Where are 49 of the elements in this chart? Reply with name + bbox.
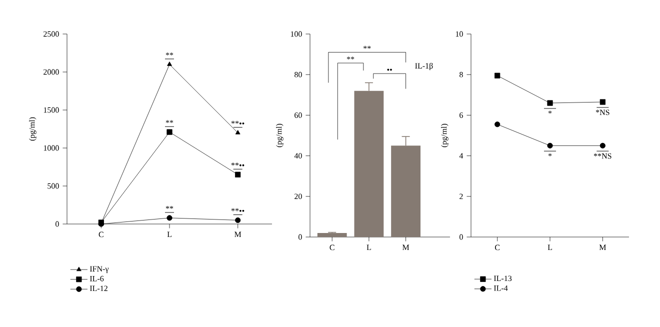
y-tick-label: 10: [456, 31, 463, 37]
annotation: **NS: [594, 153, 612, 159]
y-tick-label: 80: [294, 72, 302, 78]
y-tick-label: 60: [294, 112, 302, 118]
x-tick-label: M: [234, 232, 242, 238]
annotation: *: [548, 153, 552, 156]
y-tick-label: 6: [460, 112, 463, 118]
y-tick-label: 500: [48, 183, 59, 189]
y-axis-title: (pg/ml): [29, 117, 36, 141]
legend-label: IL-12: [90, 286, 108, 292]
x-tick-label: C: [495, 244, 500, 250]
annotation: **••: [231, 120, 244, 124]
y-tick-label: 2: [460, 194, 463, 200]
y-tick-label: 1000: [44, 145, 59, 151]
y-tick-label: 40: [294, 153, 302, 158]
x-tick-label: M: [402, 244, 410, 250]
annotation: ••: [387, 68, 392, 71]
y-tick-label: 2500: [44, 31, 59, 37]
y-tick-label: 0: [56, 221, 59, 227]
y-tick-label: 0: [460, 234, 463, 240]
annotation: **: [166, 52, 174, 56]
annotation: **: [166, 120, 174, 124]
annotation: *: [548, 110, 552, 114]
annotation: *NS: [596, 110, 610, 116]
legend-label: IL-4: [494, 286, 508, 291]
annotation: **••: [231, 208, 244, 212]
x-tick-label: L: [548, 244, 552, 250]
y-tick-label: 4: [459, 153, 464, 158]
annotation: **: [364, 46, 371, 49]
x-tick-label: C: [98, 232, 104, 238]
y-tick-label: 20: [294, 194, 302, 200]
text: IL-1β: [415, 62, 433, 70]
annotation: **: [346, 56, 354, 60]
y-tick-label: 100: [290, 31, 302, 37]
annotation: **••: [231, 162, 244, 166]
y-tick-label: 0: [298, 234, 302, 240]
annotation: **: [166, 206, 174, 209]
y-tick-label: 8: [460, 72, 463, 78]
y-axis-title: (pg/ml): [441, 124, 448, 148]
y-axis-title: (pg/ml): [276, 124, 284, 148]
x-tick-label: L: [366, 244, 371, 250]
x-tick-label: M: [599, 244, 606, 250]
legend-label: IL-6: [90, 276, 104, 282]
x-tick-label: C: [330, 244, 334, 250]
y-tick-label: 1500: [44, 107, 59, 113]
legend-label: IFN-γ: [90, 266, 109, 274]
x-tick-label: L: [167, 232, 172, 238]
legend-label: IL-13: [494, 276, 512, 282]
y-tick-label: 2000: [44, 69, 59, 75]
